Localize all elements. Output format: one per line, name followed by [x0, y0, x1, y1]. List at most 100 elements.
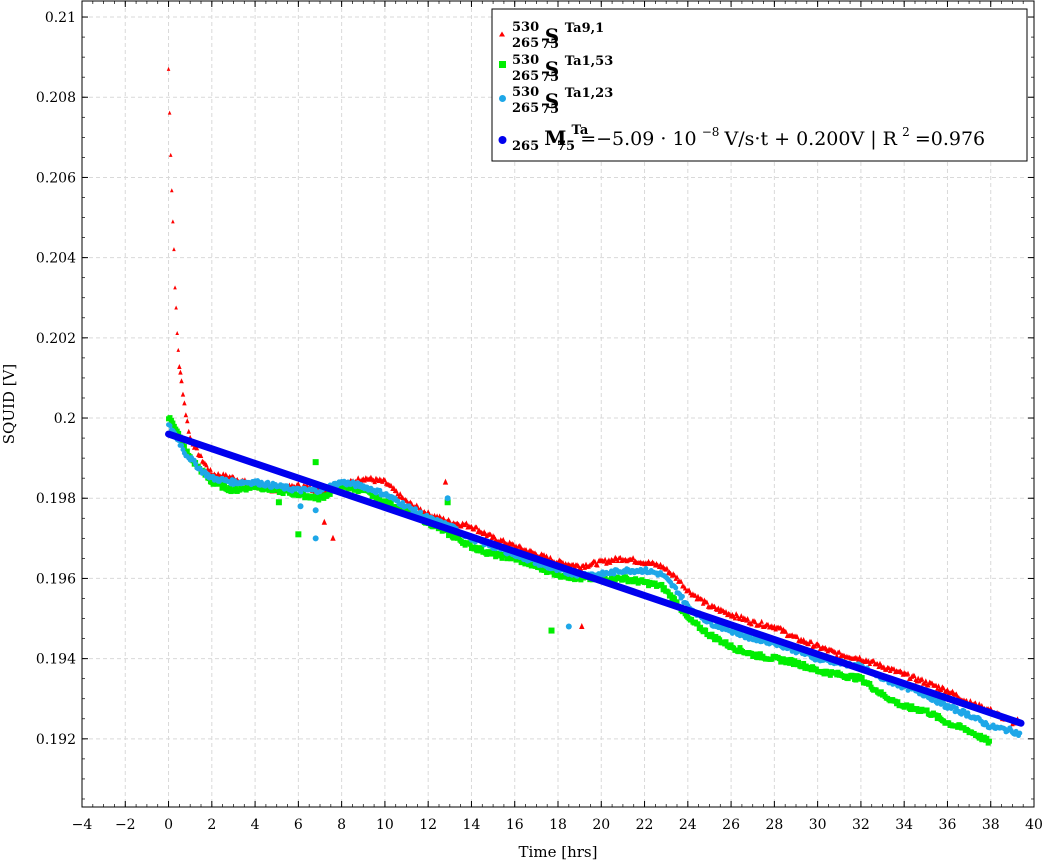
series-point — [612, 577, 618, 583]
series-point — [412, 506, 418, 512]
series-point — [179, 442, 185, 448]
series-point — [789, 657, 795, 663]
x-tick-label: 6 — [294, 817, 303, 833]
series-point — [208, 466, 213, 472]
y-tick-label: 0.204 — [36, 251, 76, 267]
series-point — [518, 560, 524, 566]
legend-marker-circle-icon — [499, 95, 506, 102]
outlier-point — [442, 478, 449, 485]
legend-label-ta123: 530 265 S Ta1,23 75 — [512, 81, 619, 117]
x-tick-label: 0 — [164, 817, 173, 833]
series-point — [178, 369, 183, 375]
series-point — [167, 423, 173, 429]
series-point — [799, 663, 805, 669]
x-tick-label: 28 — [765, 817, 783, 833]
series-point — [698, 624, 704, 630]
outlier-point — [321, 518, 328, 525]
series-point — [727, 645, 733, 651]
series-point — [573, 576, 579, 582]
x-axis-title: Time [hrs] — [519, 843, 598, 861]
series-point — [356, 488, 362, 494]
series-point — [905, 670, 911, 676]
series-point — [441, 515, 446, 521]
legend-main: S — [545, 89, 559, 113]
series-point — [704, 599, 710, 605]
series-point — [796, 659, 802, 665]
series-point — [387, 502, 393, 508]
series-point — [227, 484, 233, 490]
series-point — [171, 219, 175, 224]
series-point — [542, 567, 548, 573]
series-point — [321, 495, 327, 501]
series-point — [837, 649, 842, 655]
legend-sub: 75 — [541, 102, 559, 117]
legend-sup: Ta1,23 — [565, 86, 614, 101]
series-point — [646, 583, 652, 589]
series-point — [194, 445, 200, 451]
legend-prefix-sup: 530 — [512, 85, 539, 100]
series-point — [362, 477, 367, 483]
series-point — [166, 66, 171, 71]
x-tick-label: 14 — [463, 817, 481, 833]
series-point — [878, 689, 884, 695]
series-point — [955, 724, 961, 730]
series-point — [377, 487, 383, 493]
series-point — [783, 660, 789, 666]
series-point — [854, 673, 860, 679]
series-point — [919, 676, 925, 682]
series-point — [168, 417, 174, 423]
series-point — [198, 452, 204, 458]
series-point — [934, 716, 940, 722]
series-point — [674, 574, 680, 580]
x-tick-label: 16 — [506, 817, 524, 833]
series-point — [946, 720, 952, 726]
series-point — [418, 509, 424, 515]
x-tick-label: 4 — [251, 817, 260, 833]
series-point — [186, 428, 191, 434]
y-axis-title: SQUID [V] — [0, 364, 18, 444]
series-point — [400, 499, 406, 505]
series-point — [185, 418, 190, 424]
series-point — [732, 615, 738, 621]
series-point — [353, 484, 359, 490]
legend-entry-ta123: 530 265 S Ta1,23 75 — [499, 81, 619, 117]
series-point — [204, 462, 209, 468]
series-point — [693, 592, 698, 598]
series-point — [477, 548, 483, 554]
series-point — [368, 490, 374, 496]
series-point — [219, 485, 225, 491]
series-point — [270, 488, 276, 494]
series-point — [752, 651, 758, 657]
series-point — [716, 605, 721, 611]
x-tick-label: 34 — [895, 817, 913, 833]
series-point — [895, 699, 901, 705]
series-point — [678, 578, 684, 584]
x-tick-label: 18 — [549, 817, 567, 833]
series-point — [179, 378, 184, 384]
series-point — [674, 599, 680, 605]
series-point — [243, 487, 249, 493]
series-point — [855, 676, 861, 682]
series-point — [175, 330, 179, 335]
legend-sub: 75 — [541, 37, 559, 52]
series-point — [835, 669, 841, 675]
series-point — [176, 347, 181, 352]
series-point — [624, 575, 630, 581]
series-point — [171, 423, 177, 429]
x-tick-label: 30 — [809, 817, 827, 833]
series-point — [508, 556, 514, 562]
x-tick-label: 40 — [1025, 817, 1043, 833]
legend-entry-ta91: 530 265 S Ta9,1 75 — [499, 20, 604, 52]
series-point — [170, 420, 176, 426]
x-tick-label: 20 — [592, 817, 610, 833]
legend-sub: 75 — [541, 70, 559, 85]
series-point — [652, 580, 658, 586]
series-point — [935, 685, 940, 691]
series-point — [759, 618, 764, 624]
y-tick-label: 0.198 — [36, 491, 76, 507]
series-point — [867, 680, 873, 686]
series-point — [737, 645, 743, 651]
x-tick-label: 36 — [939, 817, 957, 833]
fit-eq-suffix: V/s·t + 0.200V | R — [724, 128, 898, 150]
